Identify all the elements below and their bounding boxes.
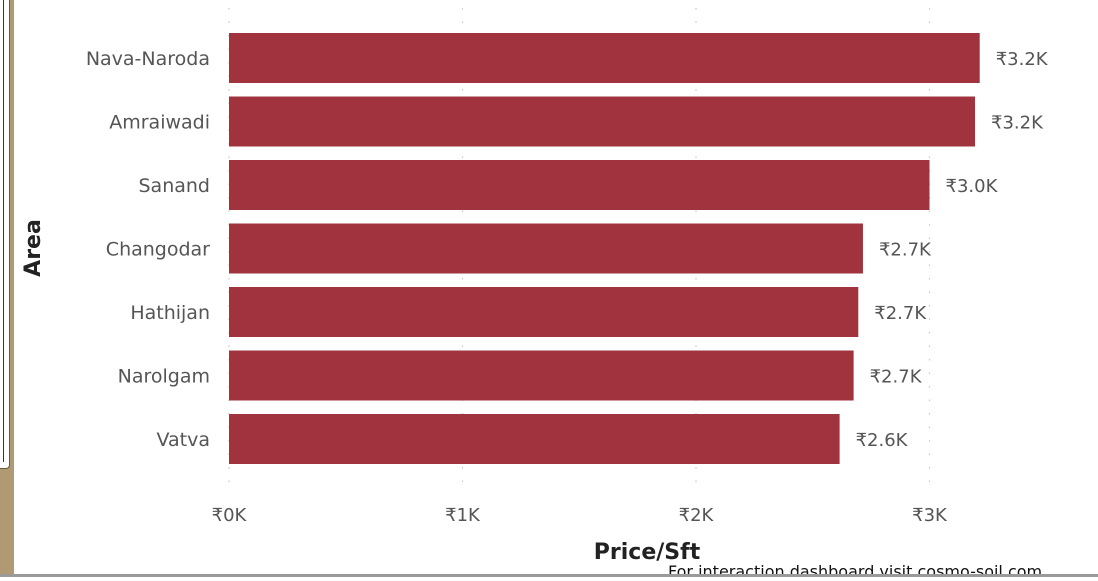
x-tick-labels: ₹0K ₹1K ₹2K ₹3K (212, 505, 948, 526)
data-label: ₹2.7K (870, 367, 923, 388)
data-label: ₹3.2K (996, 49, 1049, 70)
data-label: ₹3.0K (946, 176, 999, 197)
x-tick-label: ₹1K (445, 505, 481, 526)
bar[interactable] (229, 160, 930, 210)
bar[interactable] (229, 350, 854, 401)
x-axis-title: Price/Sft (594, 540, 701, 565)
data-label: ₹2.6K (856, 430, 909, 451)
x-tick-label: ₹2K (679, 505, 715, 526)
category-label: Amraiwadi (109, 112, 210, 134)
data-label: ₹2.7K (879, 240, 932, 261)
x-tick-label: ₹0K (212, 505, 248, 526)
category-label: Sanand (139, 175, 211, 197)
bars (229, 33, 980, 464)
bottom-rule (0, 574, 1098, 577)
frame-panel (0, 0, 10, 469)
footer-note[interactable]: For interaction dashboard visit cosmo-so… (668, 562, 1043, 581)
category-label: Changodar (106, 239, 210, 261)
category-label: Nava-Naroda (86, 48, 210, 70)
category-labels: Nava-Naroda Amraiwadi Sanand Changodar Hathi… (86, 48, 210, 451)
data-labels: ₹3.2K ₹3.2K ₹3.0K ₹2.7K ₹2.7K ₹2.7K ₹2.6K (856, 49, 1049, 451)
x-tick-label: ₹3K (912, 505, 948, 526)
bar[interactable] (229, 223, 863, 274)
data-label: ₹2.7K (874, 303, 927, 324)
bar[interactable] (229, 414, 840, 464)
bar[interactable] (229, 96, 976, 147)
data-label: ₹3.2K (991, 113, 1044, 134)
category-label: Vatva (156, 429, 210, 451)
y-axis-title: Area (21, 219, 46, 277)
bar[interactable] (229, 33, 980, 83)
bar[interactable] (229, 287, 859, 337)
frame-line (3, 0, 4, 462)
category-label: Hathijan (130, 302, 210, 324)
category-label: Narolgam (118, 366, 210, 388)
